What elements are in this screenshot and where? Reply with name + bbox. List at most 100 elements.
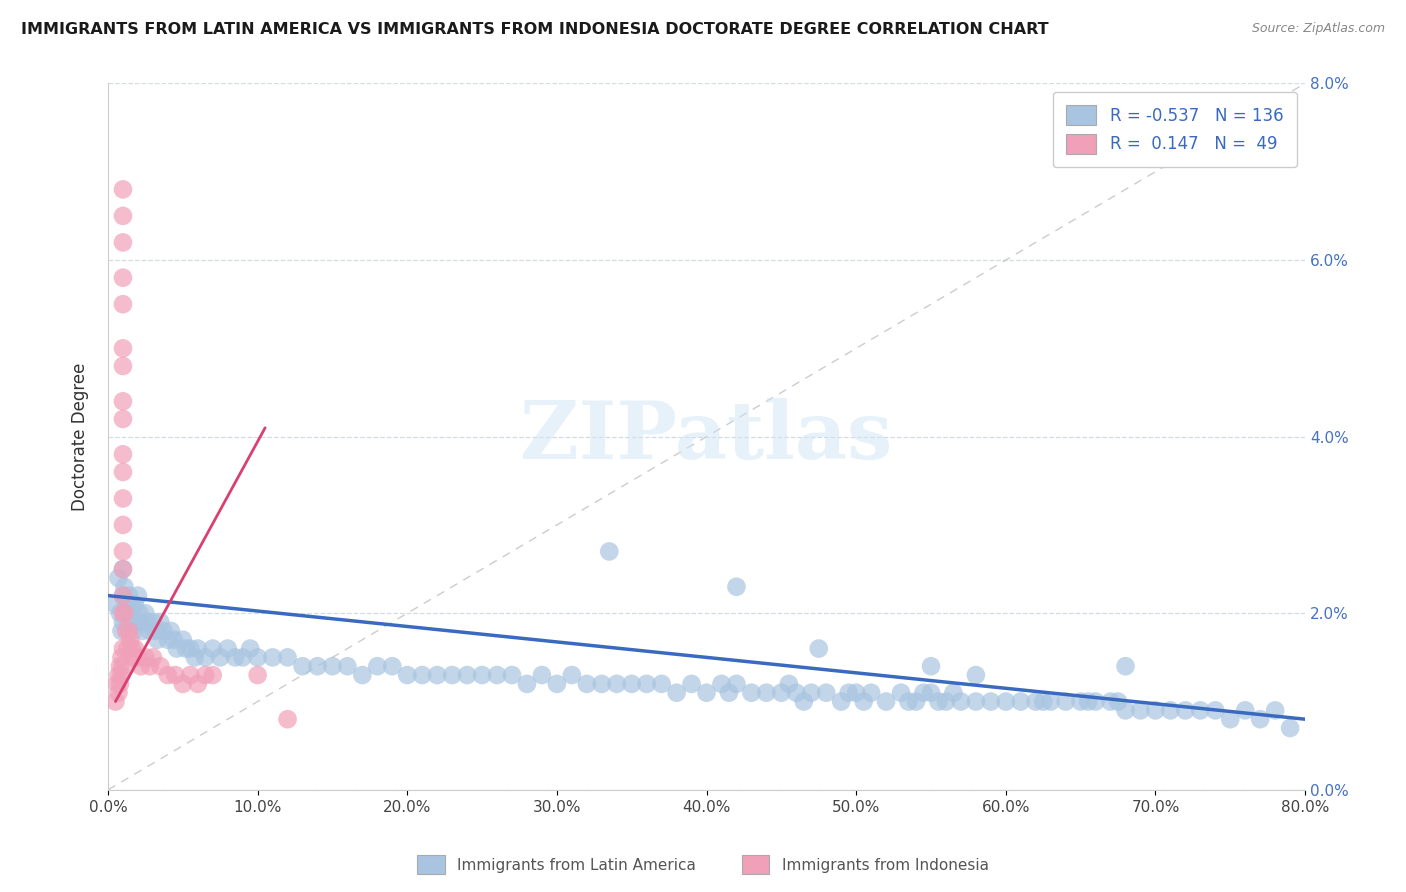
Y-axis label: Doctorate Degree: Doctorate Degree: [72, 362, 89, 511]
Point: [111, 517, 134, 532]
Point: [246, 668, 269, 682]
Point: [217, 641, 239, 656]
Point: [121, 641, 143, 656]
Point: [114, 606, 136, 620]
Point: [142, 615, 165, 629]
Point: [142, 650, 165, 665]
Point: [111, 209, 134, 223]
Point: [920, 686, 942, 700]
Point: [124, 641, 146, 656]
Point: [965, 668, 987, 682]
Point: [111, 412, 134, 426]
Point: [239, 641, 262, 656]
Point: [125, 615, 148, 629]
Point: [121, 606, 143, 620]
Point: [1129, 703, 1152, 717]
Point: [1219, 712, 1241, 726]
Point: [875, 694, 897, 708]
Point: [111, 297, 134, 311]
Legend: R = -0.537   N = 136, R =  0.147   N =  49: R = -0.537 N = 136, R = 0.147 N = 49: [1053, 92, 1296, 168]
Point: [1115, 703, 1137, 717]
Point: [111, 589, 134, 603]
Text: Source: ZipAtlas.com: Source: ZipAtlas.com: [1251, 22, 1385, 36]
Point: [118, 624, 141, 638]
Point: [336, 659, 359, 673]
Point: [530, 668, 553, 682]
Point: [785, 686, 807, 700]
Point: [1010, 694, 1032, 708]
Point: [165, 668, 187, 682]
Point: [145, 624, 167, 638]
Point: [665, 686, 688, 700]
Point: [120, 632, 142, 647]
Point: [381, 659, 404, 673]
Point: [1032, 694, 1054, 708]
Point: [110, 650, 132, 665]
Point: [166, 641, 188, 656]
Point: [187, 641, 209, 656]
Point: [111, 606, 134, 620]
Point: [920, 659, 942, 673]
Point: [201, 641, 224, 656]
Point: [307, 659, 329, 673]
Point: [1039, 694, 1062, 708]
Point: [1264, 703, 1286, 717]
Point: [134, 650, 156, 665]
Point: [912, 686, 935, 700]
Point: [108, 659, 131, 673]
Point: [942, 686, 965, 700]
Point: [980, 694, 1002, 708]
Text: ZIPatlas: ZIPatlas: [520, 398, 893, 475]
Point: [111, 182, 134, 196]
Point: [114, 580, 136, 594]
Point: [111, 359, 134, 373]
Point: [105, 677, 128, 691]
Point: [441, 668, 464, 682]
Point: [179, 668, 201, 682]
Point: [516, 677, 538, 691]
Point: [108, 606, 131, 620]
Point: [456, 668, 478, 682]
Point: [486, 668, 509, 682]
Point: [107, 571, 129, 585]
Point: [277, 712, 299, 726]
Point: [471, 668, 494, 682]
Point: [118, 589, 141, 603]
Point: [201, 668, 224, 682]
Point: [127, 650, 149, 665]
Point: [110, 668, 132, 682]
Point: [224, 650, 246, 665]
Point: [277, 650, 299, 665]
Point: [262, 650, 284, 665]
Point: [1025, 694, 1047, 708]
Point: [1234, 703, 1257, 717]
Point: [187, 677, 209, 691]
Point: [120, 598, 142, 612]
Point: [156, 668, 179, 682]
Point: [807, 641, 830, 656]
Point: [117, 641, 139, 656]
Point: [717, 686, 740, 700]
Point: [591, 677, 613, 691]
Point: [179, 641, 201, 656]
Point: [104, 598, 127, 612]
Point: [1144, 703, 1167, 717]
Point: [139, 624, 162, 638]
Point: [681, 677, 703, 691]
Point: [575, 677, 598, 691]
Point: [845, 686, 868, 700]
Point: [1159, 703, 1181, 717]
Point: [111, 589, 134, 603]
Point: [1084, 694, 1107, 708]
Point: [149, 615, 172, 629]
Point: [1077, 694, 1099, 708]
Point: [160, 624, 183, 638]
Point: [209, 650, 232, 665]
Point: [152, 624, 174, 638]
Point: [1204, 703, 1226, 717]
Point: [149, 659, 172, 673]
Point: [135, 615, 157, 629]
Point: [107, 668, 129, 682]
Point: [838, 686, 860, 700]
Point: [830, 694, 852, 708]
